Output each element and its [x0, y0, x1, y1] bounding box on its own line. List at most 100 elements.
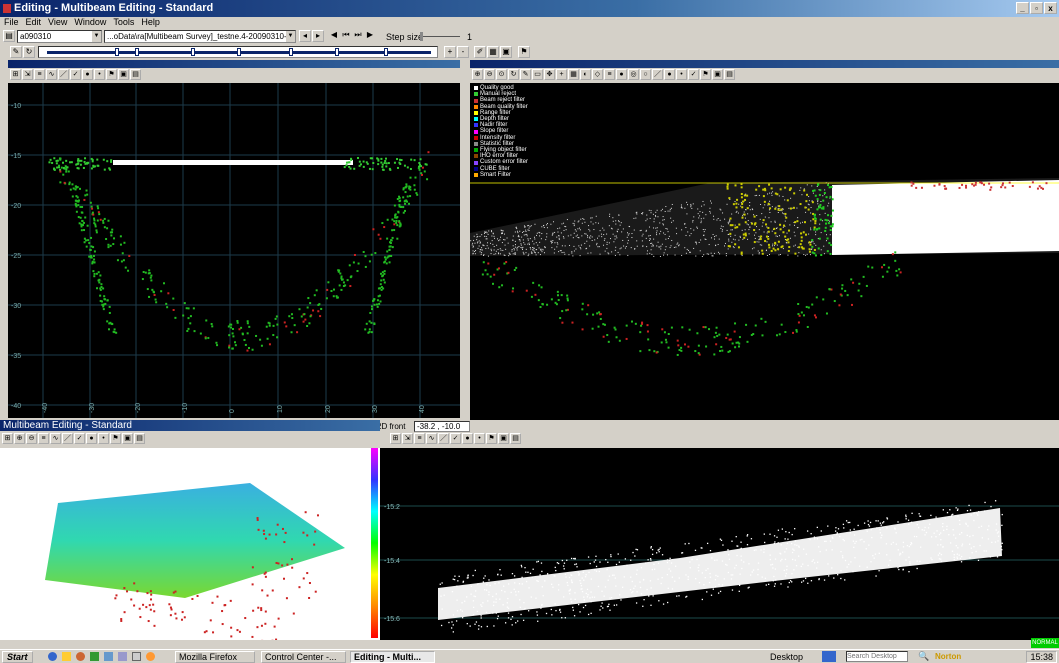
point-icon[interactable]: ●: [462, 433, 473, 444]
zoom-out-icon[interactable]: ⊖: [484, 69, 495, 80]
menu-help[interactable]: Help: [141, 17, 160, 27]
select-icon[interactable]: ▭: [532, 69, 543, 80]
profile-plot[interactable]: -10-15-20-25-30-35-40 -40 -30 -20 -10 0 10 20 30…: [8, 83, 460, 418]
menu-window[interactable]: Window: [74, 17, 107, 27]
vessel-select[interactable]: a090310 ▼: [17, 30, 102, 43]
color-icon[interactable]: ◐: [580, 69, 591, 80]
menu-view[interactable]: View: [48, 17, 68, 27]
flag-icon[interactable]: ⚑: [700, 69, 711, 80]
step-size-slider[interactable]: [420, 36, 460, 37]
first-icon[interactable]: ⏮: [342, 30, 350, 39]
app-icon[interactable]: [104, 652, 113, 661]
save-icon[interactable]: ▣: [498, 433, 509, 444]
surface-plot[interactable]: [0, 448, 380, 640]
search-engine-icon[interactable]: [822, 651, 836, 662]
app-icon[interactable]: [90, 652, 99, 661]
view-icon[interactable]: ⊞: [2, 433, 13, 444]
task-firefox[interactable]: Mozilla Firefox: [175, 651, 255, 663]
forward-icon[interactable]: ▶: [366, 30, 374, 39]
menu-file[interactable]: File: [4, 17, 19, 27]
check-icon[interactable]: ✓: [74, 433, 85, 444]
zoom-out-icon[interactable]: ⊖: [26, 433, 37, 444]
tool-icon[interactable]: ✎: [520, 69, 531, 80]
menu-edit[interactable]: Edit: [25, 17, 42, 27]
folder-icon[interactable]: [62, 652, 71, 661]
point-icon[interactable]: ●: [82, 69, 93, 80]
check-icon[interactable]: ✓: [688, 69, 699, 80]
zoom-in-icon[interactable]: +: [444, 46, 456, 58]
prev-icon[interactable]: ◂: [299, 30, 311, 42]
view-icon[interactable]: ⊞: [10, 69, 21, 80]
dot-icon[interactable]: •: [474, 433, 485, 444]
line-icon[interactable]: ／: [62, 433, 73, 444]
rotate-icon[interactable]: ↻: [508, 69, 519, 80]
task-editing[interactable]: Editing - Multi...: [350, 651, 435, 663]
search-icon[interactable]: 🔍: [918, 651, 930, 661]
list-icon[interactable]: ≡: [604, 69, 615, 80]
flag-icon[interactable]: ⚑: [106, 69, 117, 80]
save-icon[interactable]: ▣: [712, 69, 723, 80]
app-icon[interactable]: [132, 652, 141, 661]
refresh-icon[interactable]: ↻: [23, 46, 35, 58]
list-icon[interactable]: ≡: [414, 433, 425, 444]
cursor-icon[interactable]: ⇲: [402, 433, 413, 444]
export-icon[interactable]: ▤: [130, 69, 141, 80]
curve-icon[interactable]: ∿: [50, 433, 61, 444]
flag-icon[interactable]: ⚑: [110, 433, 121, 444]
list-icon[interactable]: ≡: [34, 69, 45, 80]
desktop-toolbar-label[interactable]: Desktop: [770, 652, 804, 662]
tool-icon[interactable]: ✎: [10, 46, 22, 58]
line-icon[interactable]: ／: [438, 433, 449, 444]
next-icon[interactable]: ▸: [312, 30, 324, 42]
zoom-in-icon[interactable]: ⊕: [472, 69, 483, 80]
target-icon[interactable]: ◎: [628, 69, 639, 80]
flag-icon[interactable]: ⚑: [486, 433, 497, 444]
zoom-fit-icon[interactable]: ⊙: [496, 69, 507, 80]
restore-button[interactable]: ▫: [1030, 2, 1043, 14]
export-icon[interactable]: ▤: [510, 433, 521, 444]
edit-icon[interactable]: ✐: [474, 46, 486, 58]
menu-tools[interactable]: Tools: [113, 17, 135, 27]
shape-icon[interactable]: ◇: [592, 69, 603, 80]
ie-icon[interactable]: [48, 652, 57, 661]
grid-icon[interactable]: ▦: [568, 69, 579, 80]
list-icon[interactable]: ≡: [38, 433, 49, 444]
last-icon[interactable]: ⏭: [354, 30, 362, 39]
curve-icon[interactable]: ∿: [46, 69, 57, 80]
save-icon[interactable]: ▣: [118, 69, 129, 80]
export-icon[interactable]: ▤: [134, 433, 145, 444]
save-icon[interactable]: ▣: [500, 46, 512, 58]
slider-thumb[interactable]: [420, 32, 423, 41]
move-icon[interactable]: ✥: [544, 69, 555, 80]
firefox-icon[interactable]: [76, 652, 85, 661]
save-icon[interactable]: ▣: [122, 433, 133, 444]
norton-label[interactable]: Norton: [935, 652, 962, 661]
back-icon[interactable]: ◀: [330, 30, 338, 39]
dot-icon[interactable]: •: [676, 69, 687, 80]
close-button[interactable]: x: [1044, 2, 1057, 14]
timeline-track[interactable]: [38, 46, 438, 58]
file-select[interactable]: ...oData\ra[Multibeam Survey]_testne.4-2…: [104, 30, 296, 43]
app-icon[interactable]: [146, 652, 155, 661]
check-icon[interactable]: ✓: [70, 69, 81, 80]
filter-icon[interactable]: ⚑: [518, 46, 530, 58]
minimize-button[interactable]: _: [1016, 2, 1029, 14]
plus-icon[interactable]: +: [556, 69, 567, 80]
point-icon[interactable]: ●: [664, 69, 675, 80]
line-icon[interactable]: ／: [652, 69, 663, 80]
circle-icon[interactable]: ○: [640, 69, 651, 80]
dot-icon[interactable]: •: [94, 69, 105, 80]
desktop-search-input[interactable]: [846, 651, 908, 662]
open-icon[interactable]: ▤: [3, 30, 15, 42]
dot-icon[interactable]: •: [98, 433, 109, 444]
line-icon[interactable]: ／: [58, 69, 69, 80]
start-button[interactable]: Start: [2, 651, 33, 663]
front-plot[interactable]: -15.2-15.4-15.6: [380, 448, 1059, 640]
green-dot-icon[interactable]: ●: [616, 69, 627, 80]
check-icon[interactable]: ✓: [450, 433, 461, 444]
grid-icon[interactable]: ▦: [487, 46, 499, 58]
export-icon[interactable]: ▤: [724, 69, 735, 80]
zoom-out-icon[interactable]: -: [457, 46, 469, 58]
view-icon[interactable]: ⊞: [390, 433, 401, 444]
point-icon[interactable]: ●: [86, 433, 97, 444]
